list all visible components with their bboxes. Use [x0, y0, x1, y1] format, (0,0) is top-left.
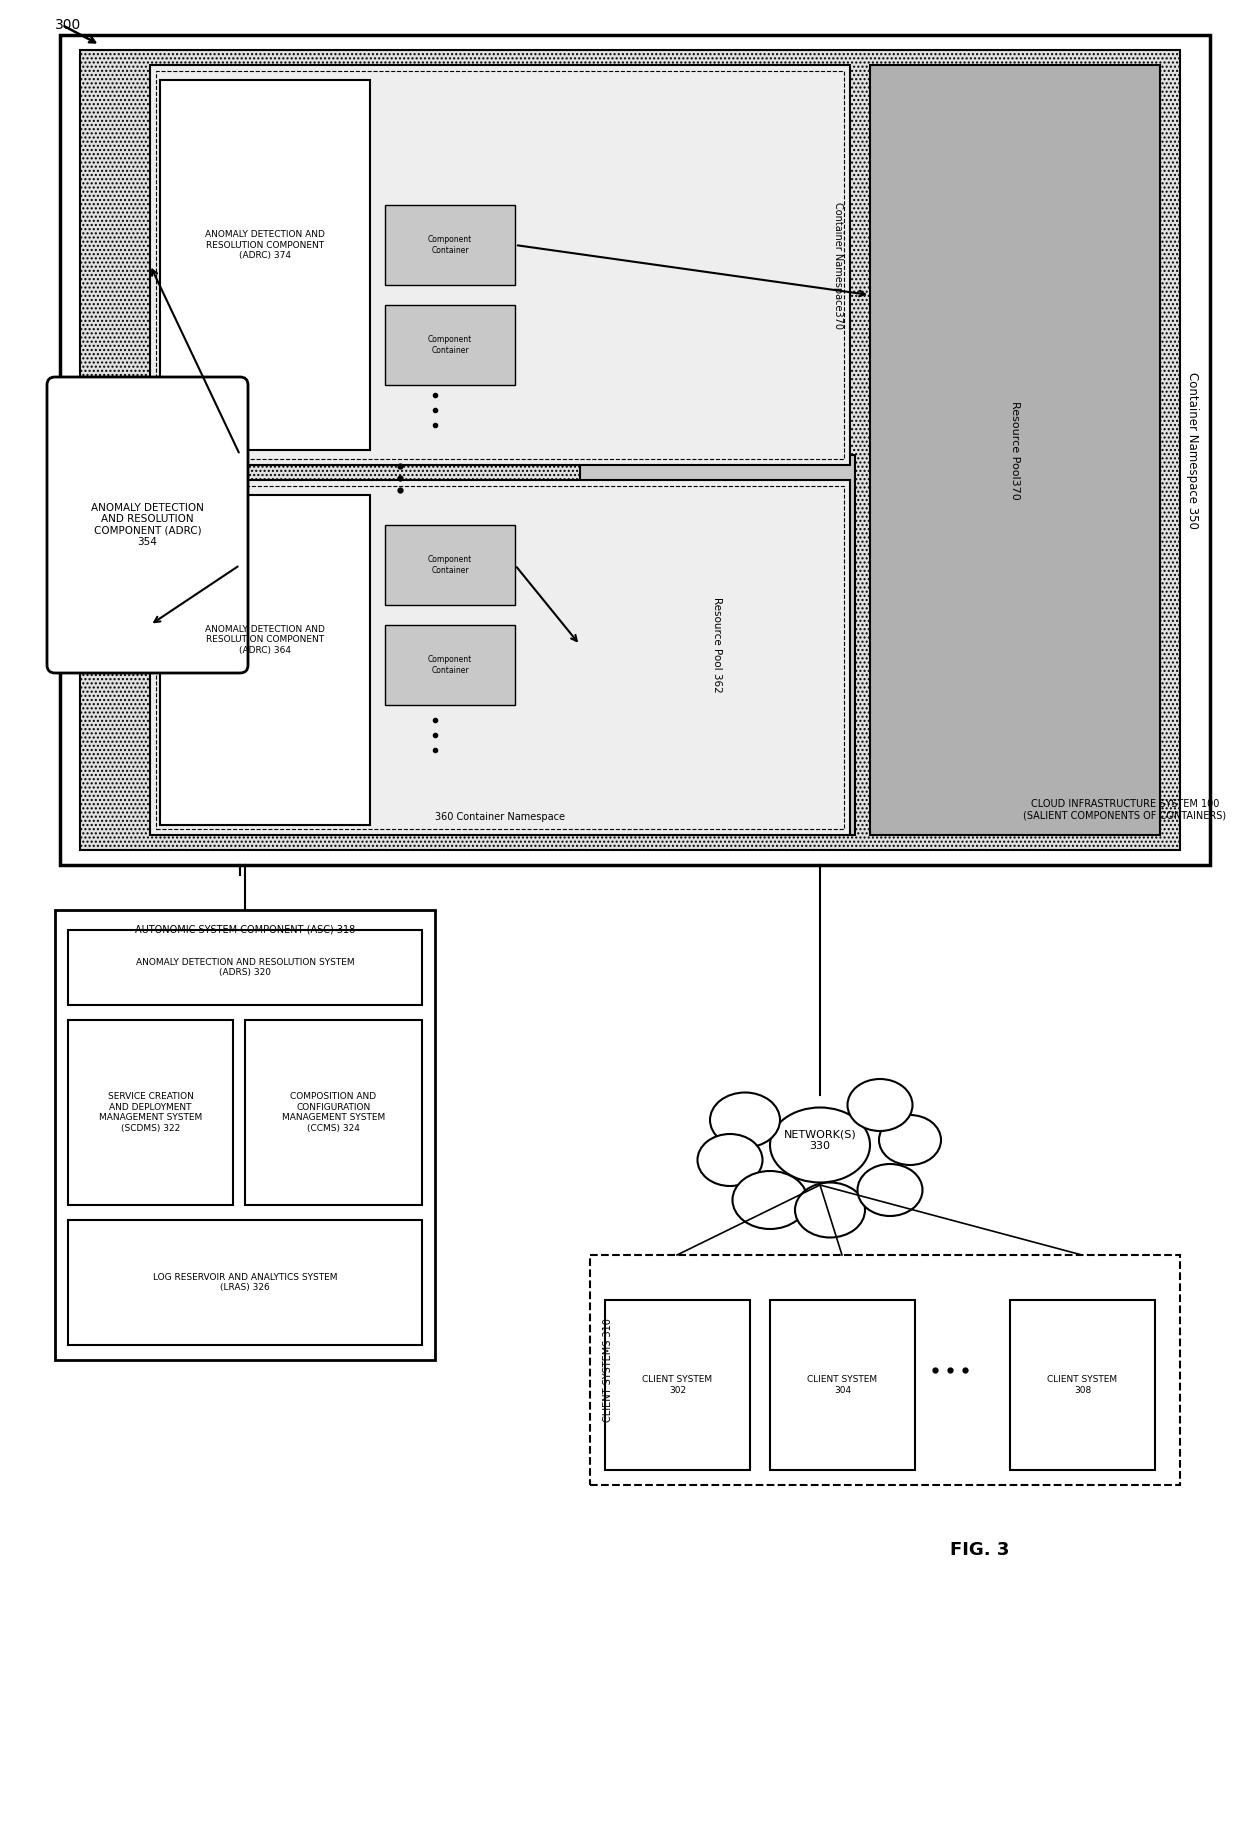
Bar	[60, 35, 1210, 865]
Ellipse shape	[711, 1092, 780, 1148]
Text: CLIENT SYSTEM
304: CLIENT SYSTEM 304	[807, 1375, 878, 1395]
Text: Component
Container: Component Container	[428, 336, 472, 354]
Text: Resource Pool 362: Resource Pool 362	[713, 598, 723, 694]
Bar	[68, 930, 422, 1006]
Bar	[150, 480, 849, 836]
Ellipse shape	[858, 1164, 923, 1216]
Bar	[384, 304, 515, 386]
Text: Resource Pool370: Resource Pool370	[1011, 400, 1021, 500]
Ellipse shape	[847, 1079, 913, 1131]
Text: COMPOSITION AND
CONFIGURATION
MANAGEMENT SYSTEM
(CCMS) 324: COMPOSITION AND CONFIGURATION MANAGEMENT…	[281, 1092, 386, 1133]
Bar	[160, 494, 370, 825]
Text: 300: 300	[55, 18, 82, 31]
Text: ANOMALY DETECTION AND
RESOLUTION COMPONENT
(ADRC) 364: ANOMALY DETECTION AND RESOLUTION COMPONE…	[205, 625, 325, 655]
Text: Container Namespace 350: Container Namespace 350	[1185, 371, 1199, 528]
Text: ANOMALY DETECTION AND RESOLUTION SYSTEM
(ADRS) 320: ANOMALY DETECTION AND RESOLUTION SYSTEM …	[135, 958, 355, 978]
Text: Component
Container: Component Container	[428, 655, 472, 675]
Text: LOG RESERVOIR AND ANALYTICS SYSTEM
(LRAS) 326: LOG RESERVOIR AND ANALYTICS SYSTEM (LRAS…	[153, 1273, 337, 1292]
Bar	[384, 625, 515, 705]
Bar	[870, 65, 1159, 836]
Bar	[156, 70, 844, 459]
Bar	[384, 205, 515, 284]
Ellipse shape	[697, 1135, 763, 1186]
Text: CLIENT SYSTEMS 310: CLIENT SYSTEMS 310	[603, 1317, 613, 1422]
Ellipse shape	[795, 1183, 866, 1238]
Bar	[156, 485, 844, 828]
Text: ANOMALY DETECTION AND
RESOLUTION COMPONENT
(ADRC) 374: ANOMALY DETECTION AND RESOLUTION COMPONE…	[205, 231, 325, 260]
Ellipse shape	[733, 1172, 807, 1229]
Ellipse shape	[879, 1114, 941, 1164]
Bar	[1011, 1301, 1154, 1470]
Text: Component
Container: Component Container	[428, 236, 472, 255]
Bar	[246, 1020, 422, 1205]
Bar	[150, 65, 849, 465]
Bar	[68, 1220, 422, 1345]
Text: Component
Container: Component Container	[428, 555, 472, 574]
Bar	[580, 456, 856, 836]
FancyBboxPatch shape	[47, 376, 248, 673]
Bar	[590, 1255, 1180, 1485]
Text: SERVICE CREATION
AND DEPLOYMENT
MANAGEMENT SYSTEM
(SCDMS) 322: SERVICE CREATION AND DEPLOYMENT MANAGEME…	[99, 1092, 202, 1133]
Bar	[605, 1301, 750, 1470]
Text: CLOUD INFRASTRUCTURE SYSTEM 100
(SALIENT COMPONENTS OF CONTAINERS): CLOUD INFRASTRUCTURE SYSTEM 100 (SALIENT…	[1023, 799, 1226, 821]
Bar	[81, 50, 1180, 851]
Text: NETWORK(S)
330: NETWORK(S) 330	[784, 1129, 857, 1151]
Text: Container Namespace370: Container Namespace370	[833, 201, 843, 328]
Bar	[384, 526, 515, 605]
Bar	[68, 1020, 233, 1205]
Text: 360 Container Namespace: 360 Container Namespace	[435, 812, 565, 823]
Text: ANOMALY DETECTION
AND RESOLUTION
COMPONENT (ADRC)
354: ANOMALY DETECTION AND RESOLUTION COMPONE…	[91, 502, 203, 548]
Ellipse shape	[770, 1107, 870, 1183]
Text: FIG. 3: FIG. 3	[950, 1541, 1009, 1559]
Text: CLIENT SYSTEM
308: CLIENT SYSTEM 308	[1048, 1375, 1117, 1395]
Bar	[770, 1301, 915, 1470]
Bar	[55, 910, 435, 1360]
Bar	[160, 79, 370, 450]
Text: CLIENT SYSTEM
302: CLIENT SYSTEM 302	[642, 1375, 713, 1395]
Text: AUTONOMIC SYSTEM COMPONENT (ASC) 318: AUTONOMIC SYSTEM COMPONENT (ASC) 318	[135, 924, 355, 935]
